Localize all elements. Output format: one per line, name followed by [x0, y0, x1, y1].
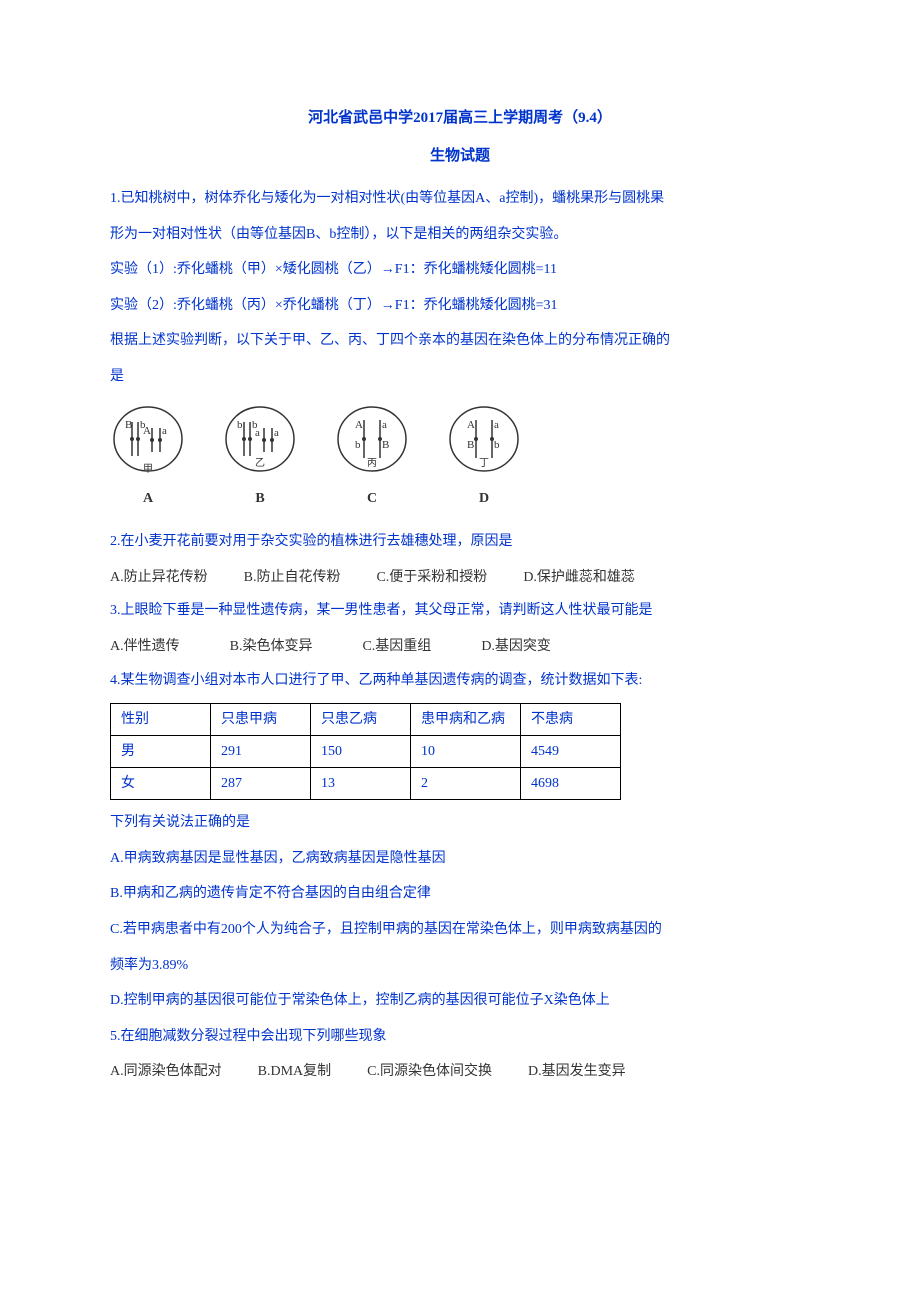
q4-opt-b: B.甲病和乙病的遗传肯定不符合基因的自由组合定律	[110, 877, 810, 911]
q4-stem: 4.某生物调查小组对本市人口进行了甲、乙两种单基因遗传病的调查，统计数据如下表:	[110, 664, 810, 698]
svg-text:b: b	[237, 419, 243, 431]
q1-line3: 实验（1）:乔化蟠桃（甲）×矮化圆桃（乙）→F1：乔化蟠桃矮化圆桃=11	[110, 253, 810, 287]
svg-text:A: A	[143, 425, 151, 437]
cell-diagram-a: B b A a 甲	[110, 404, 186, 480]
q1-line5: 根据上述实验判断，以下关于甲、乙、丙、丁四个亲本的基因在染色体上的分布情况正确的	[110, 324, 810, 358]
svg-text:b: b	[355, 439, 361, 451]
cell-diagram-d: A a B b 丁	[446, 404, 522, 480]
svg-text:a: a	[255, 427, 260, 439]
q3-opt-b: B.染色体变异	[230, 630, 313, 664]
q5-opt-b: B.DMA复制	[258, 1055, 332, 1089]
table-header: 患甲病和乙病	[411, 704, 521, 736]
q2-opt-b: B.防止自花传粉	[244, 561, 341, 595]
table-cell: 女	[111, 768, 211, 800]
table-header: 性别	[111, 704, 211, 736]
svg-text:a: a	[494, 419, 499, 431]
q3-opt-a: A.伴性遗传	[110, 630, 180, 664]
table-cell: 4698	[521, 768, 621, 800]
q2-opt-a: A.防止异花传粉	[110, 561, 208, 595]
svg-text:B: B	[382, 439, 389, 451]
diagram-c: A a b B 丙 C	[334, 404, 410, 516]
table-cell: 150	[311, 736, 411, 768]
table-cell: 13	[311, 768, 411, 800]
diagram-label-d: D	[479, 482, 489, 516]
svg-text:a: a	[382, 419, 387, 431]
svg-text:b: b	[494, 439, 500, 451]
diagram-label-c: C	[367, 482, 377, 516]
table-row: 女 287 13 2 4698	[111, 768, 621, 800]
table-header: 只患乙病	[311, 704, 411, 736]
q1-line4: 实验（2）:乔化蟠桃（丙）×乔化蟠桃（丁）→F1：乔化蟠桃矮化圆桃=31	[110, 289, 810, 323]
svg-text:a: a	[162, 425, 167, 437]
q2-opt-c: C.便于采粉和授粉	[376, 561, 487, 595]
q3-stem: 3.上眼睑下垂是一种显性遗传病，某一男性患者，其父母正常，请判断这人性状最可能是	[110, 594, 810, 628]
table-header: 不患病	[521, 704, 621, 736]
diagram-b: b b a a 乙 B	[222, 404, 298, 516]
table-header: 只患甲病	[211, 704, 311, 736]
svg-text:甲: 甲	[143, 464, 153, 475]
q4-table: 性别 只患甲病 只患乙病 患甲病和乙病 不患病 男 291 150 10 454…	[110, 703, 621, 800]
diagram-d: A a B b 丁 D	[446, 404, 522, 516]
table-cell: 287	[211, 768, 311, 800]
document-subtitle: 生物试题	[110, 138, 810, 174]
q1-line6: 是	[110, 360, 810, 394]
q3-opt-c: C.基因重组	[362, 630, 431, 664]
svg-text:乙: 乙	[255, 457, 265, 469]
q5-options: A.同源染色体配对 B.DMA复制 C.同源染色体间交换 D.基因发生变异	[110, 1055, 810, 1089]
q4-opt-d: D.控制甲病的基因很可能位于常染色体上，控制乙病的基因很可能位子X染色体上	[110, 984, 810, 1018]
q5-opt-a: A.同源染色体配对	[110, 1055, 222, 1089]
svg-text:B: B	[467, 439, 474, 451]
q4-opt-c-line2: 频率为3.89%	[110, 949, 810, 983]
table-cell: 291	[211, 736, 311, 768]
q2-options: A.防止异花传粉 B.防止自花传粉 C.便于采粉和授粉 D.保护雌蕊和雄蕊	[110, 561, 810, 595]
table-row: 性别 只患甲病 只患乙病 患甲病和乙病 不患病	[111, 704, 621, 736]
table-row: 男 291 150 10 4549	[111, 736, 621, 768]
cell-diagram-b: b b a a 乙	[222, 404, 298, 480]
q2-opt-d: D.保护雌蕊和雄蕊	[523, 561, 635, 595]
q3-options: A.伴性遗传 B.染色体变异 C.基因重组 D.基因突变	[110, 630, 810, 664]
table-cell: 男	[111, 736, 211, 768]
q3-opt-d: D.基因突变	[481, 630, 551, 664]
svg-text:a: a	[274, 427, 279, 439]
diagram-row: B b A a 甲 A b b a a 乙 B	[110, 404, 810, 516]
q5-stem: 5.在细胞减数分裂过程中会出现下列哪些现象	[110, 1020, 810, 1054]
diagram-label-a: A	[143, 482, 153, 516]
svg-text:A: A	[355, 419, 363, 431]
table-cell: 10	[411, 736, 521, 768]
diagram-a: B b A a 甲 A	[110, 404, 186, 516]
table-cell: 2	[411, 768, 521, 800]
document-title: 河北省武邑中学2017届高三上学期周考（9.4）	[110, 100, 810, 136]
q1-line2: 形为一对相对性状（由等位基因B、b控制），以下是相关的两组杂交实验。	[110, 218, 810, 252]
table-cell: 4549	[521, 736, 621, 768]
diagram-label-b: B	[255, 482, 264, 516]
q4-after: 下列有关说法正确的是	[110, 806, 810, 840]
svg-text:丁: 丁	[479, 458, 489, 469]
q5-opt-c: C.同源染色体间交换	[367, 1055, 492, 1089]
q4-opt-a: A.甲病致病基因是显性基因，乙病致病基因是隐性基因	[110, 842, 810, 876]
cell-diagram-c: A a b B 丙	[334, 404, 410, 480]
q4-opt-c-line1: C.若甲病患者中有200个人为纯合子，且控制甲病的基因在常染色体上，则甲病致病基…	[110, 913, 810, 947]
q1-line1: 1.已知桃树中，树体乔化与矮化为一对相对性状(由等位基因A、a控制)，蟠桃果形与…	[110, 182, 810, 216]
q5-opt-d: D.基因发生变异	[528, 1055, 626, 1089]
svg-text:丙: 丙	[367, 458, 377, 469]
svg-text:B: B	[125, 419, 132, 431]
svg-text:A: A	[467, 419, 475, 431]
q2-stem: 2.在小麦开花前要对用于杂交实验的植株进行去雄穗处理，原因是	[110, 525, 810, 559]
